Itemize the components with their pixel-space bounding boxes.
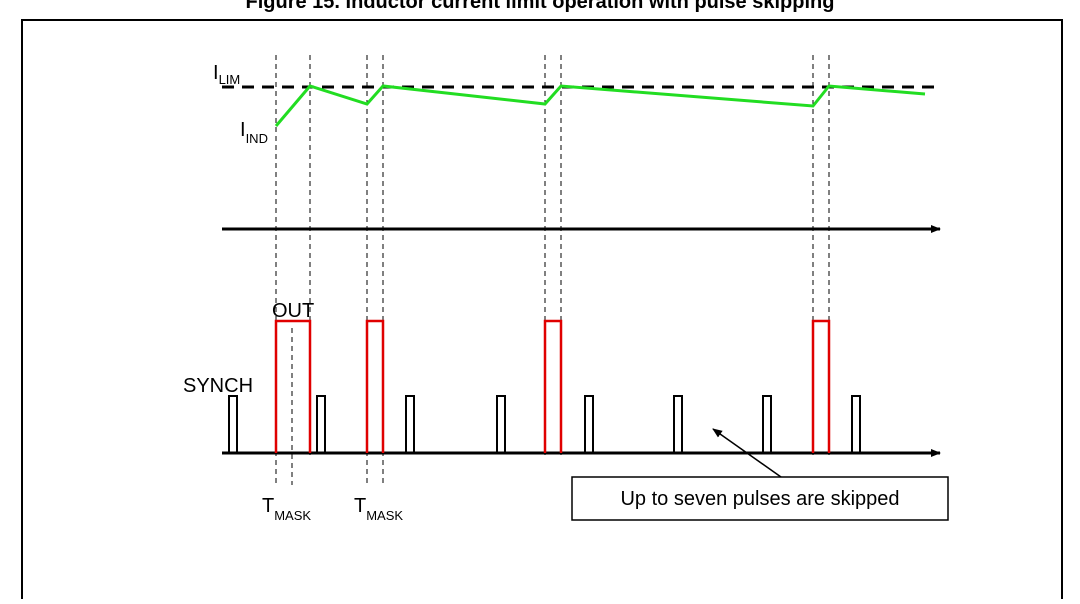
synch-pulse bbox=[851, 395, 861, 453]
out-label: OUT bbox=[272, 300, 314, 322]
synch-pulses bbox=[228, 395, 861, 453]
synch-pulse bbox=[228, 395, 238, 453]
i-lim-label: ILIM bbox=[213, 62, 240, 87]
t-mask-label: TMASK bbox=[354, 495, 403, 523]
out-pulse bbox=[543, 319, 563, 453]
synch-label: SYNCH bbox=[183, 375, 253, 397]
inductor-current-trace bbox=[274, 84, 926, 127]
t-mask-label: TMASK bbox=[262, 495, 311, 523]
out-pulse bbox=[365, 319, 385, 453]
synch-pulse bbox=[673, 395, 683, 453]
figure-frame bbox=[21, 19, 1063, 604]
synch-pulse bbox=[584, 395, 594, 453]
synch-pulse bbox=[496, 395, 506, 453]
out-pulses bbox=[274, 319, 831, 453]
note-text: Up to seven pulses are skipped bbox=[620, 488, 899, 510]
synch-pulse bbox=[762, 395, 772, 453]
note-arrow bbox=[712, 428, 782, 478]
out-pulse bbox=[274, 319, 312, 453]
synch-pulse bbox=[316, 395, 326, 453]
out-pulse bbox=[811, 319, 831, 453]
timing-guides bbox=[275, 55, 830, 485]
synch-pulse bbox=[405, 395, 415, 453]
note-box bbox=[571, 476, 949, 521]
figure-caption: Figure 15. Inductor current limit operat… bbox=[246, 0, 835, 13]
i-ind-label: IIND bbox=[240, 119, 268, 146]
